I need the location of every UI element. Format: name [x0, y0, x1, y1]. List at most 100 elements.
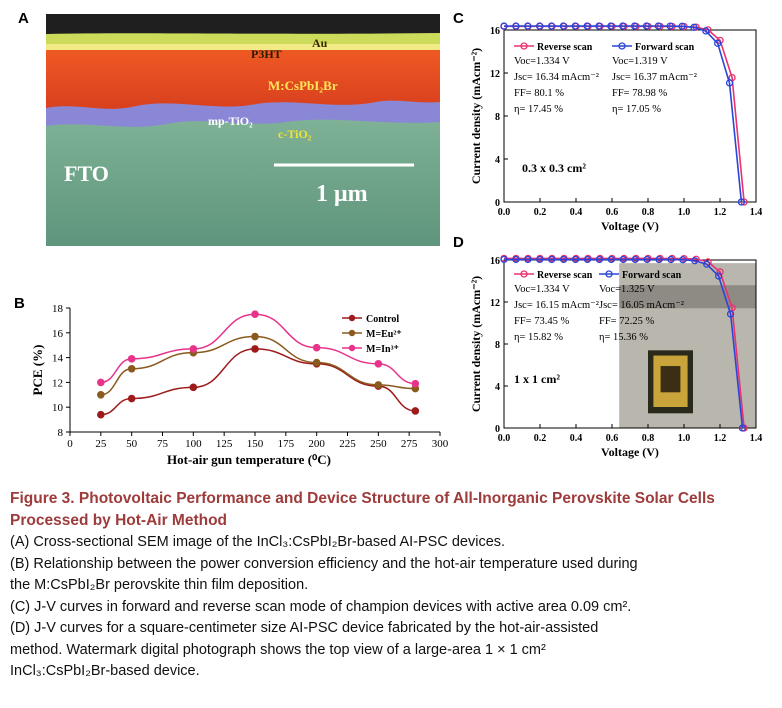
jv-point [630, 22, 639, 30]
x-tick-label: 50 [126, 438, 137, 450]
data-point [97, 378, 105, 387]
panel-d-letter: D [453, 234, 464, 251]
y-axis-label: Current density (mAcm⁻²) [469, 276, 483, 412]
x-axis-label: Hot-air gun temperature (⁰C) [167, 452, 331, 467]
series-line [100, 348, 416, 416]
jv-point [607, 22, 615, 30]
jv-point [654, 22, 662, 30]
p3ht-layer [46, 42, 440, 50]
mp-tio2-label: mp-TiO₂ [208, 114, 253, 128]
param-1: Jsc= 16.15 mAcm⁻² [514, 300, 599, 311]
caption-line-d1: (D) J-V curves for a square-centimeter s… [10, 620, 599, 636]
jv-point [632, 254, 640, 263]
x-tick-label: 1.0 [678, 207, 691, 218]
data-point [189, 383, 198, 392]
param-3: η= 15.36 % [599, 332, 648, 343]
y-tick-label: 16 [490, 26, 500, 37]
au-label: Au [312, 36, 328, 50]
jv-point [726, 310, 735, 318]
y-tick-label: 4 [495, 382, 500, 393]
y-tick-label: 10 [52, 402, 64, 414]
x-tick-label: 1.0 [678, 433, 691, 444]
param-2: FF= 72.25 % [599, 316, 654, 327]
caption-line-a: (A) Cross-sectional SEM image of the InC… [10, 534, 506, 550]
caption-line-b1: (B) Relationship between the power conve… [10, 555, 638, 572]
active-area-label: 0.3 x 0.3 cm² [522, 161, 586, 175]
jv-point [619, 22, 627, 30]
y-tick-label: 12 [490, 298, 500, 309]
data-point [251, 332, 259, 341]
x-tick-label: 0.8 [642, 207, 655, 218]
y-tick-label: 12 [52, 377, 63, 389]
jv-point [703, 260, 711, 268]
jv-point [524, 255, 532, 264]
jv-point [655, 255, 663, 264]
jv-point [571, 22, 579, 30]
caliper-bar [619, 285, 756, 309]
param-2: FF= 73.45 % [514, 316, 569, 327]
x-axis-label: Voltage (V) [601, 219, 659, 233]
legend-label: Reverse scan [537, 270, 593, 281]
jv-point [595, 22, 603, 30]
data-point [251, 310, 259, 318]
caption-title-line-2: Processed by Hot-Air Method [10, 512, 228, 529]
legend-marker [520, 270, 528, 278]
x-tick-label: 250 [370, 438, 387, 450]
panel-b-letter: B [14, 295, 25, 312]
y-tick-label: 0 [495, 198, 500, 209]
caption-line-d2: method. Watermark digital photograph sho… [10, 641, 546, 658]
legend-marker [348, 314, 356, 322]
y-tick-label: 18 [52, 303, 64, 315]
legend-marker [348, 344, 356, 352]
jv-point [716, 268, 724, 276]
jv-point [692, 255, 700, 263]
param-1: Jsc= 16.34 mAcm⁻² [514, 72, 599, 83]
param-0: Voc=1.319 V [612, 56, 668, 67]
data-point [127, 355, 136, 363]
y-tick-label: 4 [495, 155, 500, 166]
jv-point [656, 254, 664, 263]
jv-point [680, 254, 688, 263]
y-tick-label: 12 [490, 69, 500, 80]
x-tick-label: 1.4 [750, 207, 763, 218]
x-tick-label: 1.2 [714, 207, 727, 218]
x-tick-label: 100 [185, 438, 202, 450]
y-tick-label: 14 [52, 353, 64, 365]
jv-point [536, 255, 544, 264]
jv-point [512, 255, 520, 264]
jv-point [500, 255, 508, 264]
x-tick-label: 0.6 [606, 207, 619, 218]
x-tick-label: 150 [247, 438, 264, 450]
sem-cross-section-image: Au P3HT M:CsPbI₂Br mp-TiO₂ c-TiO₂ FTO 1 … [46, 14, 440, 246]
jv-point [512, 22, 520, 30]
data-point [411, 407, 420, 415]
y-tick-label: 16 [490, 256, 500, 267]
figure-caption: Figure 3. Photovoltaic Performance and D… [10, 488, 778, 683]
jv-point [702, 27, 710, 35]
x-tick-label: 1.2 [714, 433, 727, 444]
y-tick-label: 8 [58, 427, 64, 439]
x-tick-label: 75 [157, 438, 169, 450]
jv-point [583, 22, 591, 30]
jv-curve-forward [504, 25, 743, 203]
data-point [374, 360, 383, 368]
y-tick-label: 0 [495, 424, 500, 435]
caption-line-c: (C) J-V curves in forward and reverse sc… [10, 598, 632, 615]
legend-label: Reverse scan [537, 42, 593, 53]
data-point [374, 381, 383, 389]
jv-point [644, 254, 652, 263]
param-0: Voc=1.334 V [514, 56, 570, 67]
jv-point [559, 22, 568, 30]
jv-point [738, 424, 747, 432]
data-point [411, 379, 420, 388]
jv-point [571, 255, 580, 264]
jv-curve-reverse [504, 257, 745, 429]
x-tick-label: 25 [95, 438, 107, 450]
x-tick-label: 0.8 [642, 433, 655, 444]
jv-point [500, 22, 508, 30]
x-tick-label: 0.4 [570, 433, 583, 444]
jv-point [690, 23, 698, 31]
jv-point [679, 256, 687, 264]
scale-bar-label: 1 μm [316, 181, 368, 207]
caption-line-b2: the M:CsPbI₂Br perovskite thin film depo… [10, 577, 309, 593]
